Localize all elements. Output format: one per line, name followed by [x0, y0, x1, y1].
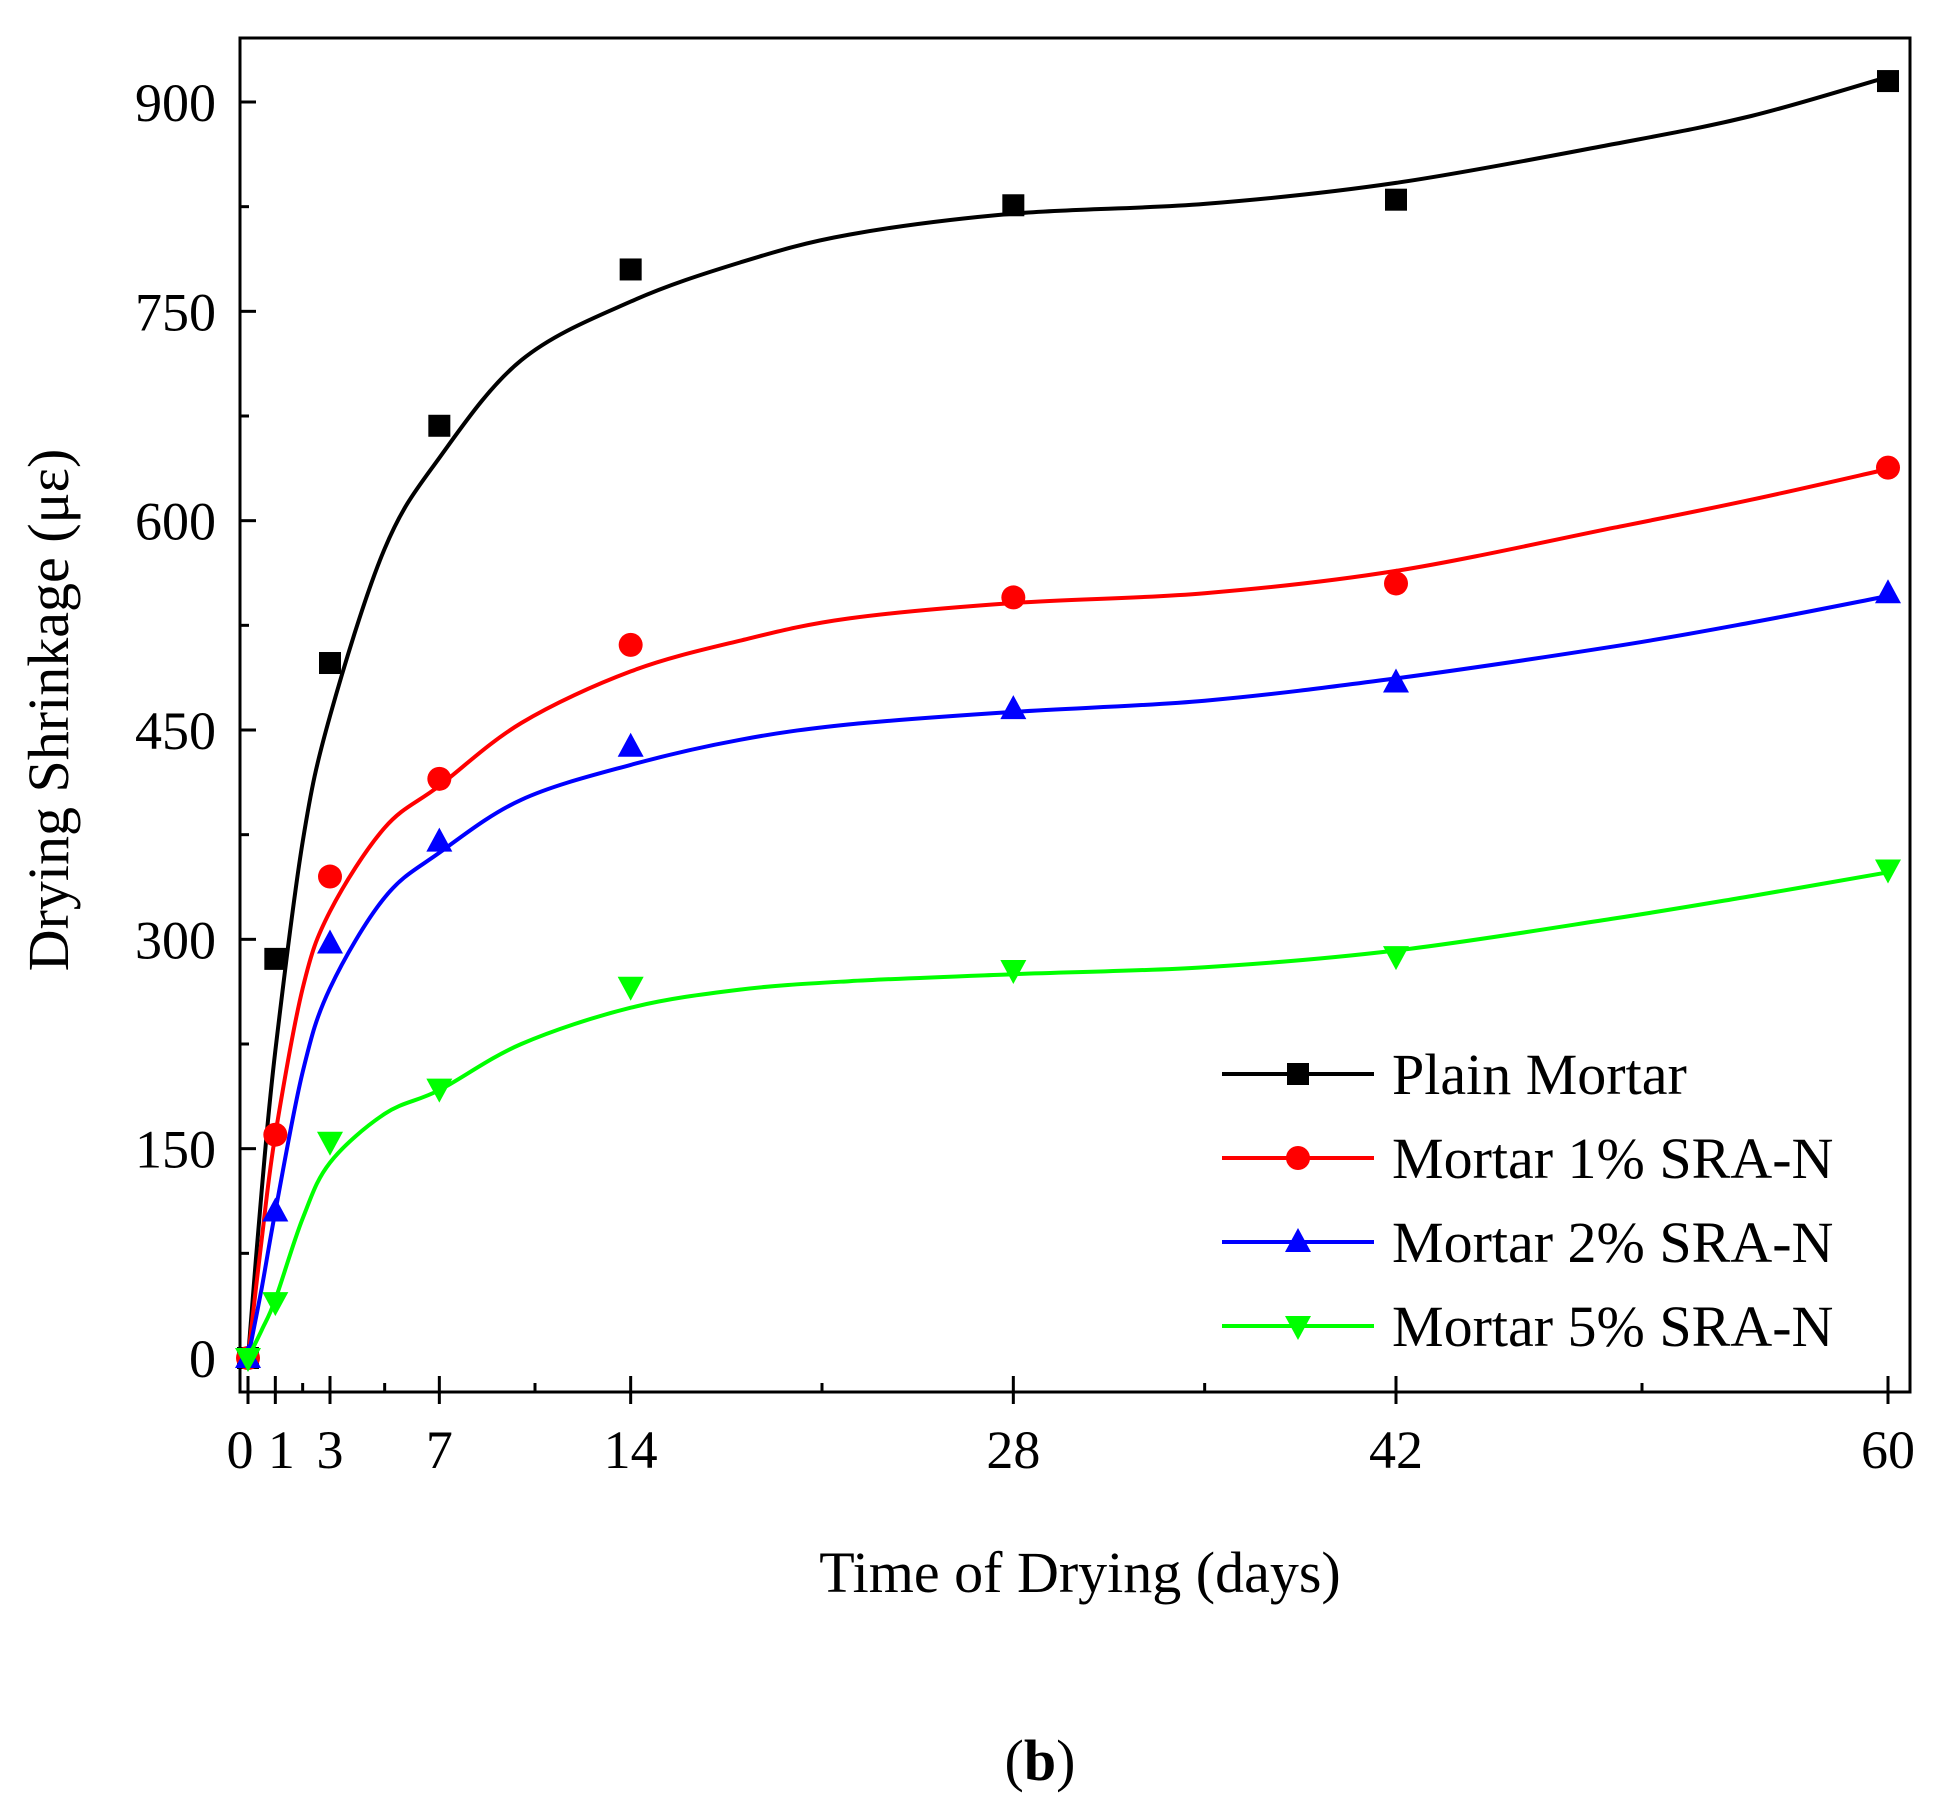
- data-point: [262, 1292, 289, 1317]
- legend-label: Plain Mortar: [1392, 1042, 1687, 1107]
- legend-marker: [1285, 1228, 1311, 1252]
- data-point: [318, 864, 342, 889]
- y-tick-label: 900: [135, 73, 216, 133]
- data-point: [1001, 585, 1026, 610]
- data-point: [617, 976, 644, 1001]
- data-point: [235, 1348, 261, 1372]
- x-tick-label: 3: [317, 1420, 344, 1480]
- x-tick-label: 0: [227, 1420, 254, 1480]
- legend: Plain Mortar Mortar 1% SRA-N Mortar 2% SRA…: [1222, 1042, 1833, 1359]
- panel-label: (b): [1005, 1728, 1076, 1793]
- x-tick-label: 42: [1369, 1420, 1423, 1480]
- data-point: [426, 827, 453, 852]
- y-tick-label: 750: [135, 282, 216, 342]
- data-point: [1877, 70, 1899, 93]
- series-fit-line: [246, 594, 1889, 1359]
- x-tick-label: 1: [268, 1420, 295, 1480]
- data-point: [1875, 579, 1901, 604]
- series-fit-line: [246, 74, 1889, 1359]
- data-point: [1384, 571, 1408, 596]
- series-3: [235, 579, 1901, 1368]
- data-point: [1875, 859, 1901, 884]
- panel-label-open: (: [1005, 1728, 1024, 1793]
- data-point: [262, 1197, 289, 1222]
- data-point: [1383, 668, 1409, 693]
- data-point: [319, 652, 341, 675]
- panel-label-letter: b: [1024, 1728, 1056, 1793]
- data-point: [1000, 695, 1027, 720]
- legend-label: Mortar 5% SRA-N: [1392, 1294, 1833, 1359]
- data-point: [428, 414, 451, 437]
- data-point: [426, 1078, 453, 1103]
- data-point: [263, 1122, 288, 1147]
- data-point: [617, 732, 644, 757]
- x-tick-label: 28: [986, 1420, 1040, 1480]
- x-tick-label: 7: [426, 1420, 453, 1480]
- legend-label: Mortar 1% SRA-N: [1392, 1126, 1833, 1191]
- series-4: [235, 859, 1901, 1372]
- data-point: [264, 947, 287, 970]
- legend-marker: [1285, 1316, 1311, 1340]
- y-tick-label: 450: [135, 701, 216, 761]
- series-fit-line: [246, 467, 1889, 1359]
- data-point: [1383, 946, 1409, 971]
- data-point: [427, 766, 452, 791]
- legend-label: Mortar 2% SRA-N: [1392, 1210, 1833, 1275]
- y-axis-label: Drying Shrinkage (με): [16, 449, 81, 972]
- series-layer: [235, 70, 1901, 1372]
- y-tick-label: 0: [189, 1329, 216, 1389]
- data-point: [317, 1131, 343, 1156]
- plot-frame: [238, 36, 1912, 1394]
- x-axis-label: Time of Drying (days): [819, 1540, 1340, 1605]
- data-point: [1000, 960, 1027, 985]
- data-point: [618, 632, 643, 657]
- data-point: [1876, 455, 1900, 480]
- data-point: [1385, 188, 1407, 211]
- series-fit-line: [246, 870, 1889, 1359]
- y-tick-label: 150: [135, 1120, 216, 1180]
- data-point: [1002, 194, 1025, 217]
- y-tick-label: 300: [135, 910, 216, 970]
- data-point: [317, 929, 343, 954]
- axes: 0 150 300 450 600 750 900 0 1 3 7 14 28 42 60: [135, 36, 1915, 1480]
- panel-label-close: ): [1056, 1728, 1075, 1793]
- x-tick-label: 60: [1861, 1420, 1915, 1480]
- x-tick-label: 14: [604, 1420, 658, 1480]
- data-point: [619, 258, 642, 281]
- y-tick-label: 600: [135, 492, 216, 552]
- legend-marker: [1287, 1063, 1309, 1085]
- legend-marker: [1286, 1146, 1310, 1170]
